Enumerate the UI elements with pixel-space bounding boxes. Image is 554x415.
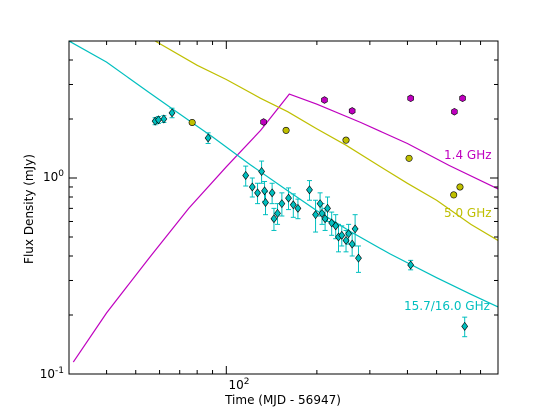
data-point [270,214,278,224]
data-point [306,185,313,195]
series-label-1-4ghz: 1.4 GHz [444,148,492,162]
plot-frame [68,40,499,375]
y-axis-label: Flux Density (mJy) [22,154,36,264]
data-points [151,94,469,331]
data-point [278,199,286,209]
data-point [318,208,326,218]
data-point [188,118,196,126]
data-point [316,199,324,209]
data-point [407,94,414,103]
data-point [262,197,269,207]
data-point [332,221,340,231]
data-point [348,107,356,115]
data-point [248,182,256,192]
data-point [260,118,267,126]
data-point [451,107,458,116]
data-point [342,235,350,245]
data-point [345,229,352,239]
data-point [450,191,458,199]
data-point [407,260,415,270]
model-curve-15-7-16-0-ghz [69,41,498,308]
data-point [348,239,356,249]
data-point [285,193,292,203]
data-point [459,94,466,103]
data-point [312,210,319,220]
data-point [321,96,328,104]
data-point [289,200,297,210]
y-tick-label: 100 [43,169,64,184]
series-label-16ghz: 15.7/16.0 GHz [404,299,490,313]
plot-area [69,41,498,374]
data-point [351,224,359,234]
model-curve-5-0-ghz [154,41,498,242]
data-point [204,133,212,143]
axis-ticks [68,40,499,375]
data-point [160,114,168,124]
data-point [274,208,281,218]
model-curves [69,41,498,363]
data-point [355,253,362,263]
data-point [261,186,268,196]
data-point [254,188,261,198]
data-point [342,136,350,144]
data-point [338,230,346,240]
data-point [282,126,290,134]
x-tick-label: 102 [228,377,249,392]
data-point [155,115,162,125]
y-tick-label: 10-1 [40,366,64,381]
model-curve-1-4-ghz [72,93,498,363]
x-axis-label: Time (MJD - 56947) [224,393,341,407]
data-point [258,166,265,176]
data-point [324,203,331,213]
data-point [461,321,469,331]
data-point [405,154,413,162]
data-point [268,188,276,198]
data-point [242,170,250,180]
data-point [321,214,329,224]
data-point [456,183,464,191]
data-point [168,108,176,118]
series-label-5ghz: 5.0 GHz [444,206,492,220]
data-point [294,203,302,213]
